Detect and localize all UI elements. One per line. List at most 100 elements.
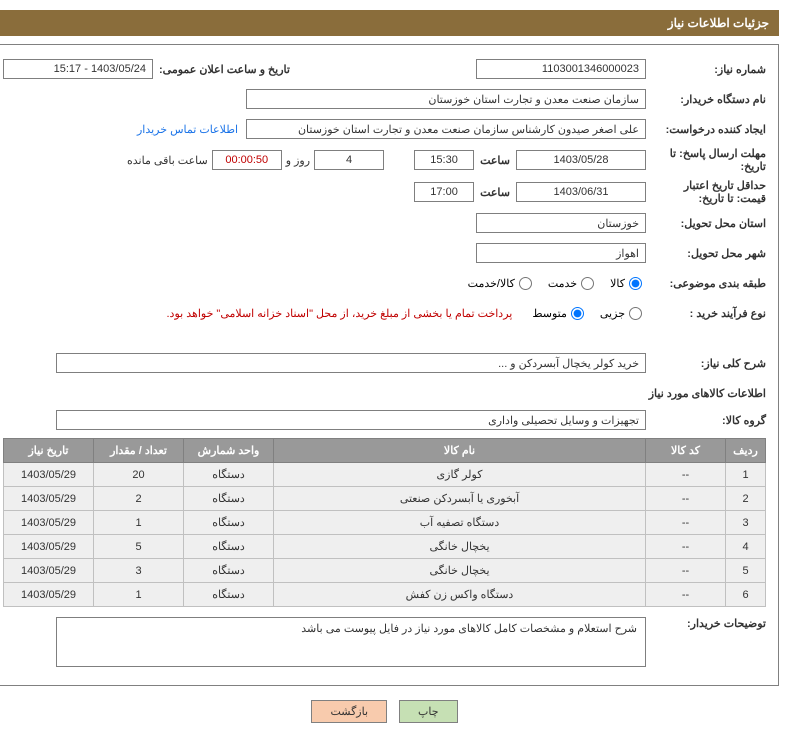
goods-section-title: اطلاعات کالاهای مورد نیاز xyxy=(3,387,766,400)
table-cell: 1 xyxy=(94,583,184,607)
table-header-cell: تعداد / مقدار xyxy=(94,439,184,463)
panel-header: جزئیات اطلاعات نیاز xyxy=(0,10,779,36)
table-cell: -- xyxy=(646,583,726,607)
buttons-row: چاپ بازگشت xyxy=(0,700,779,723)
table-row: 5--یخچال خانگیدستگاه31403/05/29 xyxy=(4,559,766,583)
table-header-cell: تاریخ نیاز xyxy=(4,439,94,463)
table-cell: 2 xyxy=(726,487,766,511)
desc-field: خرید کولر یخچال آبسردکن و ... xyxy=(56,353,646,373)
print-button[interactable]: چاپ xyxy=(399,700,458,723)
radio-motavaset[interactable]: متوسط xyxy=(532,307,584,320)
table-cell: -- xyxy=(646,511,726,535)
requester-field: علی اصغر صیدون کارشناس سازمان صنعت معدن … xyxy=(246,119,646,139)
validity-date-field: 1403/06/31 xyxy=(516,182,646,202)
table-cell: یخچال خانگی xyxy=(274,535,646,559)
table-cell: -- xyxy=(646,463,726,487)
row-process: نوع فرآیند خرید : جزیی متوسط پرداخت تمام… xyxy=(3,301,766,325)
table-cell: دستگاه واکس زن کفش xyxy=(274,583,646,607)
desc-label: شرح کلی نیاز: xyxy=(646,357,766,370)
table-cell: 6 xyxy=(726,583,766,607)
table-row: 2--آبخوری یا آبسردکن صنعتیدستگاه21403/05… xyxy=(4,487,766,511)
city-label: شهر محل تحویل: xyxy=(646,247,766,260)
table-header-cell: کد کالا xyxy=(646,439,726,463)
table-cell: 5 xyxy=(94,535,184,559)
table-cell: -- xyxy=(646,535,726,559)
days-field: 4 xyxy=(314,150,384,170)
table-cell: 20 xyxy=(94,463,184,487)
need-no-field: 1103001346000023 xyxy=(476,59,646,79)
table-cell: یخچال خانگی xyxy=(274,559,646,583)
table-cell: 1403/05/29 xyxy=(4,511,94,535)
table-cell: 5 xyxy=(726,559,766,583)
row-province: استان محل تحویل: خوزستان xyxy=(3,211,766,235)
process-radio-group: جزیی متوسط xyxy=(532,307,646,320)
city-field: اهواز xyxy=(476,243,646,263)
table-cell: 1403/05/29 xyxy=(4,583,94,607)
table-cell: 1403/05/29 xyxy=(4,463,94,487)
goods-table: ردیفکد کالانام کالاواحد شمارشتعداد / مقد… xyxy=(3,438,766,607)
table-row: 1--کولر گازیدستگاه201403/05/29 xyxy=(4,463,766,487)
table-cell: -- xyxy=(646,487,726,511)
table-header-row: ردیفکد کالانام کالاواحد شمارشتعداد / مقد… xyxy=(4,439,766,463)
table-row: 4--یخچال خانگیدستگاه51403/05/29 xyxy=(4,535,766,559)
radio-khedmat[interactable]: خدمت xyxy=(548,277,594,290)
table-cell: 1403/05/29 xyxy=(4,487,94,511)
group-field: تجهیزات و وسایل تحصیلی واداری xyxy=(56,410,646,430)
time-label-2: ساعت xyxy=(474,186,516,199)
response-time-field: 15:30 xyxy=(414,150,474,170)
response-deadline-label: مهلت ارسال پاسخ: تا تاریخ: xyxy=(646,147,766,173)
table-row: 3--دستگاه تصفیه آبدستگاه11403/05/29 xyxy=(4,511,766,535)
category-radio-group: کالا خدمت کالا/خدمت xyxy=(468,277,646,290)
response-date-field: 1403/05/28 xyxy=(516,150,646,170)
category-label: طبقه بندی موضوعی: xyxy=(646,277,766,290)
remaining-label: ساعت باقی مانده xyxy=(123,154,212,167)
need-no-label: شماره نیاز: xyxy=(646,63,766,76)
contact-link[interactable]: اطلاعات تماس خریدار xyxy=(137,123,246,136)
back-button[interactable]: بازگشت xyxy=(311,700,387,723)
table-cell: دستگاه xyxy=(184,559,274,583)
row-description: شرح کلی نیاز: خرید کولر یخچال آبسردکن و … xyxy=(3,351,766,375)
table-header-cell: ردیف xyxy=(726,439,766,463)
table-cell: 1403/05/29 xyxy=(4,535,94,559)
province-field: خوزستان xyxy=(476,213,646,233)
province-label: استان محل تحویل: xyxy=(646,217,766,230)
buyer-label: نام دستگاه خریدار: xyxy=(646,93,766,106)
announce-label: تاریخ و ساعت اعلان عمومی: xyxy=(153,63,296,76)
row-response-deadline: مهلت ارسال پاسخ: تا تاریخ: 1403/05/28 سا… xyxy=(3,147,766,173)
panel-title: جزئیات اطلاعات نیاز xyxy=(668,16,769,30)
table-header-cell: واحد شمارش xyxy=(184,439,274,463)
row-category: طبقه بندی موضوعی: کالا خدمت کالا/خدمت xyxy=(3,271,766,295)
buyer-note-label: توضیحات خریدار: xyxy=(646,617,766,630)
radio-kala[interactable]: کالا xyxy=(610,277,642,290)
time-label-1: ساعت xyxy=(474,154,516,167)
row-city: شهر محل تحویل: اهواز xyxy=(3,241,766,265)
table-cell: دستگاه xyxy=(184,511,274,535)
row-buyer: نام دستگاه خریدار: سازمان صنعت معدن و تج… xyxy=(3,87,766,111)
table-cell: دستگاه xyxy=(184,583,274,607)
validity-label: حداقل تاریخ اعتبار قیمت: تا تاریخ: xyxy=(646,179,766,205)
buyer-field: سازمان صنعت معدن و تجارت استان خوزستان xyxy=(246,89,646,109)
table-cell: 2 xyxy=(94,487,184,511)
table-cell: 3 xyxy=(726,511,766,535)
announce-field: 1403/05/24 - 15:17 xyxy=(3,59,153,79)
table-header-cell: نام کالا xyxy=(274,439,646,463)
process-label: نوع فرآیند خرید : xyxy=(646,307,766,320)
table-cell: 1 xyxy=(94,511,184,535)
row-requester: ایجاد کننده درخواست: علی اصغر صیدون کارش… xyxy=(3,117,766,141)
radio-kala-khedmat[interactable]: کالا/خدمت xyxy=(468,277,532,290)
table-cell: 4 xyxy=(726,535,766,559)
table-cell: 1403/05/29 xyxy=(4,559,94,583)
row-buyer-note: توضیحات خریدار: شرح استعلام و مشخصات کام… xyxy=(3,617,766,667)
row-need-number: شماره نیاز: 1103001346000023 تاریخ و ساع… xyxy=(3,57,766,81)
buyer-note-box: شرح استعلام و مشخصات کامل کالاهای مورد ن… xyxy=(56,617,646,667)
table-cell: دستگاه xyxy=(184,463,274,487)
group-label: گروه کالا: xyxy=(646,414,766,427)
table-cell: آبخوری یا آبسردکن صنعتی xyxy=(274,487,646,511)
radio-jozi[interactable]: جزیی xyxy=(600,307,642,320)
timer-field: 00:00:50 xyxy=(212,150,282,170)
table-cell: دستگاه xyxy=(184,535,274,559)
content-panel: شماره نیاز: 1103001346000023 تاریخ و ساع… xyxy=(0,44,779,686)
row-group: گروه کالا: تجهیزات و وسایل تحصیلی واداری xyxy=(3,408,766,432)
table-cell: 3 xyxy=(94,559,184,583)
table-cell: دستگاه تصفیه آب xyxy=(274,511,646,535)
